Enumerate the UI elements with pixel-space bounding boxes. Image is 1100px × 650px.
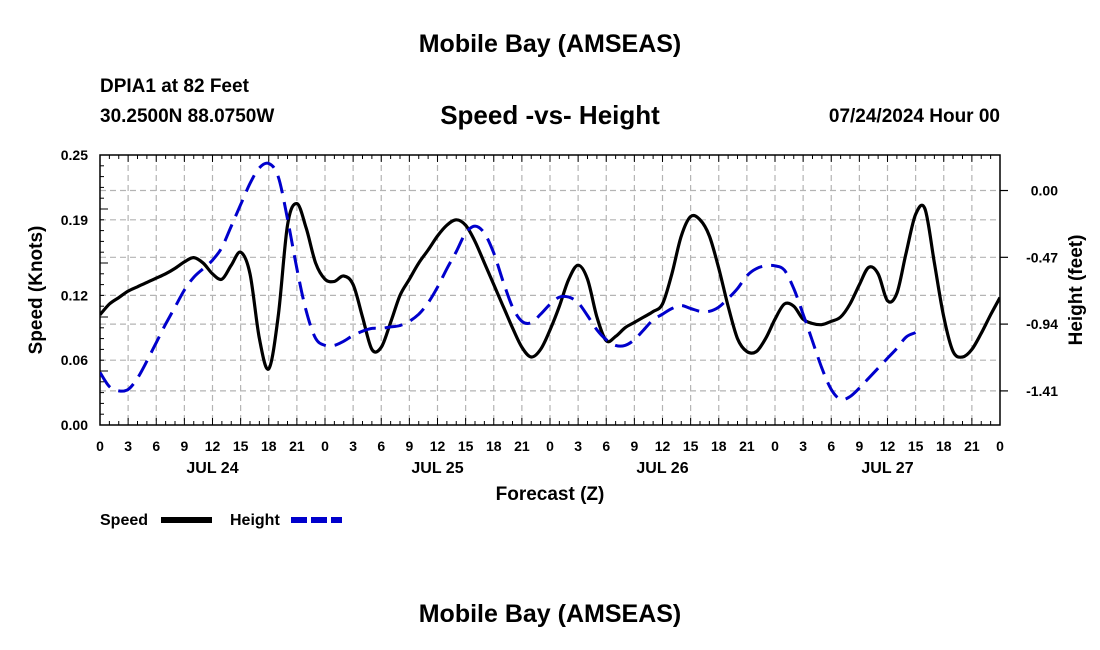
y-axis-title: Speed (Knots) — [26, 226, 47, 355]
x-tick-label: 12 — [205, 438, 221, 454]
x-day-label: JUL 25 — [411, 460, 463, 477]
station-coordinates: 30.2500N 88.0750W — [100, 106, 275, 127]
series-speed-line — [100, 201, 1000, 371]
x-tick-label: 6 — [602, 438, 610, 454]
y-tick-label: 0.25 — [61, 147, 88, 163]
x-tick-label: 3 — [124, 438, 132, 454]
x-day-label: JUL 26 — [636, 460, 688, 477]
x-tick-label: 18 — [711, 438, 727, 454]
x-tick-label: 3 — [349, 438, 357, 454]
bottom-chart-title: Mobile Bay (AMSEAS) — [418, 600, 682, 628]
x-tick-label: 9 — [630, 438, 638, 454]
x-tick-label: 9 — [180, 438, 188, 454]
x-tick-label: 3 — [799, 438, 807, 454]
x-tick-label: 12 — [880, 438, 896, 454]
y2-axis-title: Height (feet) — [1066, 235, 1087, 346]
x-day-label: JUL 27 — [861, 460, 913, 477]
x-tick-label: 6 — [152, 438, 160, 454]
x-tick-label: 18 — [936, 438, 952, 454]
legend-label-height: Height — [230, 512, 280, 529]
x-tick-label: 9 — [855, 438, 863, 454]
model-run-time: 07/24/2024 Hour 00 — [828, 106, 1000, 127]
x-tick-label: 6 — [827, 438, 835, 454]
x-tick-label: 9 — [405, 438, 413, 454]
y-tick-label: 0.00 — [61, 417, 88, 433]
x-tick-label: 15 — [458, 438, 474, 454]
x-tick-label: 0 — [996, 438, 1004, 454]
x-tick-label: 18 — [261, 438, 277, 454]
x-axis-title: Forecast (Z) — [496, 484, 605, 505]
x-tick-label: 21 — [964, 438, 980, 454]
y2-tick-label: -1.41 — [1026, 383, 1058, 399]
y-tick-label: 0.06 — [61, 352, 88, 368]
x-tick-label: 12 — [430, 438, 446, 454]
y2-tick-label: 0.00 — [1031, 183, 1058, 199]
y2-tick-label: -0.94 — [1026, 316, 1058, 332]
chart-title: Mobile Bay (AMSEAS) — [418, 30, 682, 58]
x-tick-label: 6 — [377, 438, 385, 454]
x-tick-label: 0 — [546, 438, 554, 454]
x-tick-label: 12 — [655, 438, 671, 454]
x-tick-label: 0 — [96, 438, 104, 454]
x-tick-label: 0 — [321, 438, 329, 454]
station-label: DPIA1 at 82 Feet — [100, 76, 249, 97]
y-tick-label: 0.12 — [61, 287, 88, 303]
x-tick-label: 21 — [514, 438, 530, 454]
x-tick-label: 21 — [739, 438, 755, 454]
y-tick-label: 0.19 — [61, 212, 88, 228]
y2-tick-label: -0.47 — [1026, 249, 1058, 265]
legend-label-speed: Speed — [100, 512, 148, 529]
x-tick-label: 15 — [908, 438, 924, 454]
x-tick-label: 3 — [574, 438, 582, 454]
x-tick-label: 15 — [683, 438, 699, 454]
x-tick-label: 18 — [486, 438, 502, 454]
series-height-line — [100, 161, 917, 402]
x-day-label: JUL 24 — [186, 460, 238, 477]
x-tick-label: 21 — [289, 438, 305, 454]
x-tick-label: 0 — [771, 438, 779, 454]
x-tick-label: 15 — [233, 438, 249, 454]
chart-subtitle: Speed -vs- Height — [440, 100, 660, 130]
